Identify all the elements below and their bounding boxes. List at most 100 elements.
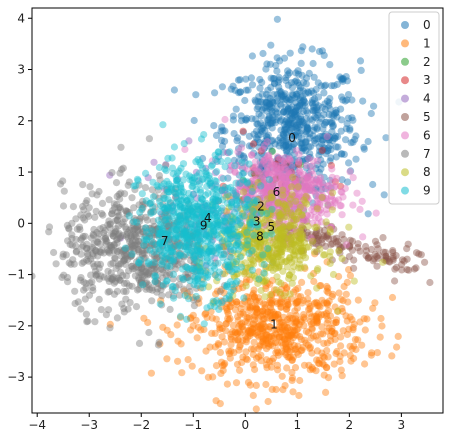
data-point xyxy=(284,315,292,324)
data-point xyxy=(203,205,211,213)
data-point xyxy=(222,294,230,303)
data-point xyxy=(286,49,294,57)
data-point xyxy=(212,362,221,370)
data-point xyxy=(226,303,234,311)
data-point xyxy=(323,133,331,141)
data-point xyxy=(248,142,256,150)
data-point xyxy=(326,176,334,184)
data-point xyxy=(306,130,314,138)
data-point xyxy=(287,346,295,354)
data-point xyxy=(294,284,302,292)
data-point xyxy=(320,82,329,90)
data-point xyxy=(280,232,288,240)
data-point xyxy=(226,217,234,225)
data-point xyxy=(227,248,235,256)
data-point xyxy=(236,88,244,96)
data-point xyxy=(211,169,220,177)
data-point xyxy=(272,349,280,357)
data-point xyxy=(243,114,251,122)
data-point xyxy=(202,171,211,179)
data-point xyxy=(283,336,292,344)
data-point xyxy=(218,333,226,341)
data-point xyxy=(277,88,285,96)
data-point xyxy=(259,307,267,315)
data-point xyxy=(323,258,331,266)
data-point xyxy=(312,367,320,375)
data-point xyxy=(244,86,252,94)
data-point xyxy=(405,266,413,274)
data-point xyxy=(322,118,330,126)
data-point xyxy=(296,113,305,121)
data-point xyxy=(382,257,390,265)
data-point xyxy=(274,199,282,207)
data-point xyxy=(188,234,196,242)
data-point xyxy=(279,341,287,349)
data-point xyxy=(146,246,154,254)
data-point xyxy=(289,353,297,361)
series-0-points xyxy=(170,15,403,267)
data-point xyxy=(300,313,308,321)
data-point xyxy=(252,98,260,106)
data-point xyxy=(307,318,315,326)
data-point xyxy=(291,241,299,249)
data-point xyxy=(289,173,297,181)
data-point xyxy=(227,225,235,233)
data-point xyxy=(104,306,113,314)
data-point xyxy=(333,80,341,88)
data-point xyxy=(303,123,311,131)
data-point xyxy=(383,255,391,263)
data-point xyxy=(239,326,247,334)
y-tick-label: 3 xyxy=(17,63,25,77)
data-point xyxy=(186,315,195,323)
data-point xyxy=(287,338,295,346)
data-point xyxy=(233,329,242,337)
data-point xyxy=(293,331,301,339)
data-point xyxy=(218,187,226,195)
data-point xyxy=(294,67,302,75)
data-point xyxy=(332,319,340,327)
x-tick-label: 3 xyxy=(398,418,406,432)
data-point xyxy=(214,197,222,205)
data-point xyxy=(235,157,243,166)
data-point xyxy=(320,299,328,307)
data-point xyxy=(231,328,240,337)
data-point xyxy=(417,251,425,259)
data-point xyxy=(276,134,284,142)
data-point xyxy=(179,275,187,283)
data-point xyxy=(337,150,345,158)
data-point xyxy=(198,203,206,211)
data-point xyxy=(367,109,375,118)
data-point xyxy=(325,101,333,109)
data-point xyxy=(283,150,292,158)
data-point xyxy=(306,304,314,313)
data-point xyxy=(275,73,283,82)
data-point xyxy=(331,303,339,311)
data-point xyxy=(316,118,324,126)
data-point xyxy=(291,331,299,339)
data-point xyxy=(122,287,130,295)
data-point xyxy=(242,348,250,356)
data-point xyxy=(213,168,221,176)
data-point xyxy=(372,209,380,217)
data-point xyxy=(254,345,262,353)
data-point xyxy=(320,143,328,151)
data-point xyxy=(264,116,272,124)
data-point xyxy=(253,354,261,362)
data-point xyxy=(253,105,261,113)
data-point xyxy=(198,275,207,283)
data-point xyxy=(243,212,251,220)
data-point xyxy=(352,345,360,354)
data-point xyxy=(258,161,266,169)
data-point xyxy=(246,381,254,389)
data-point xyxy=(212,131,221,139)
data-point xyxy=(371,237,380,245)
data-point xyxy=(296,139,304,147)
data-point xyxy=(349,326,357,334)
data-point xyxy=(275,83,283,91)
data-point xyxy=(159,121,167,129)
data-point xyxy=(311,299,319,307)
data-point xyxy=(284,81,292,89)
data-point xyxy=(343,120,351,128)
data-point xyxy=(303,234,311,242)
data-point xyxy=(238,140,246,148)
